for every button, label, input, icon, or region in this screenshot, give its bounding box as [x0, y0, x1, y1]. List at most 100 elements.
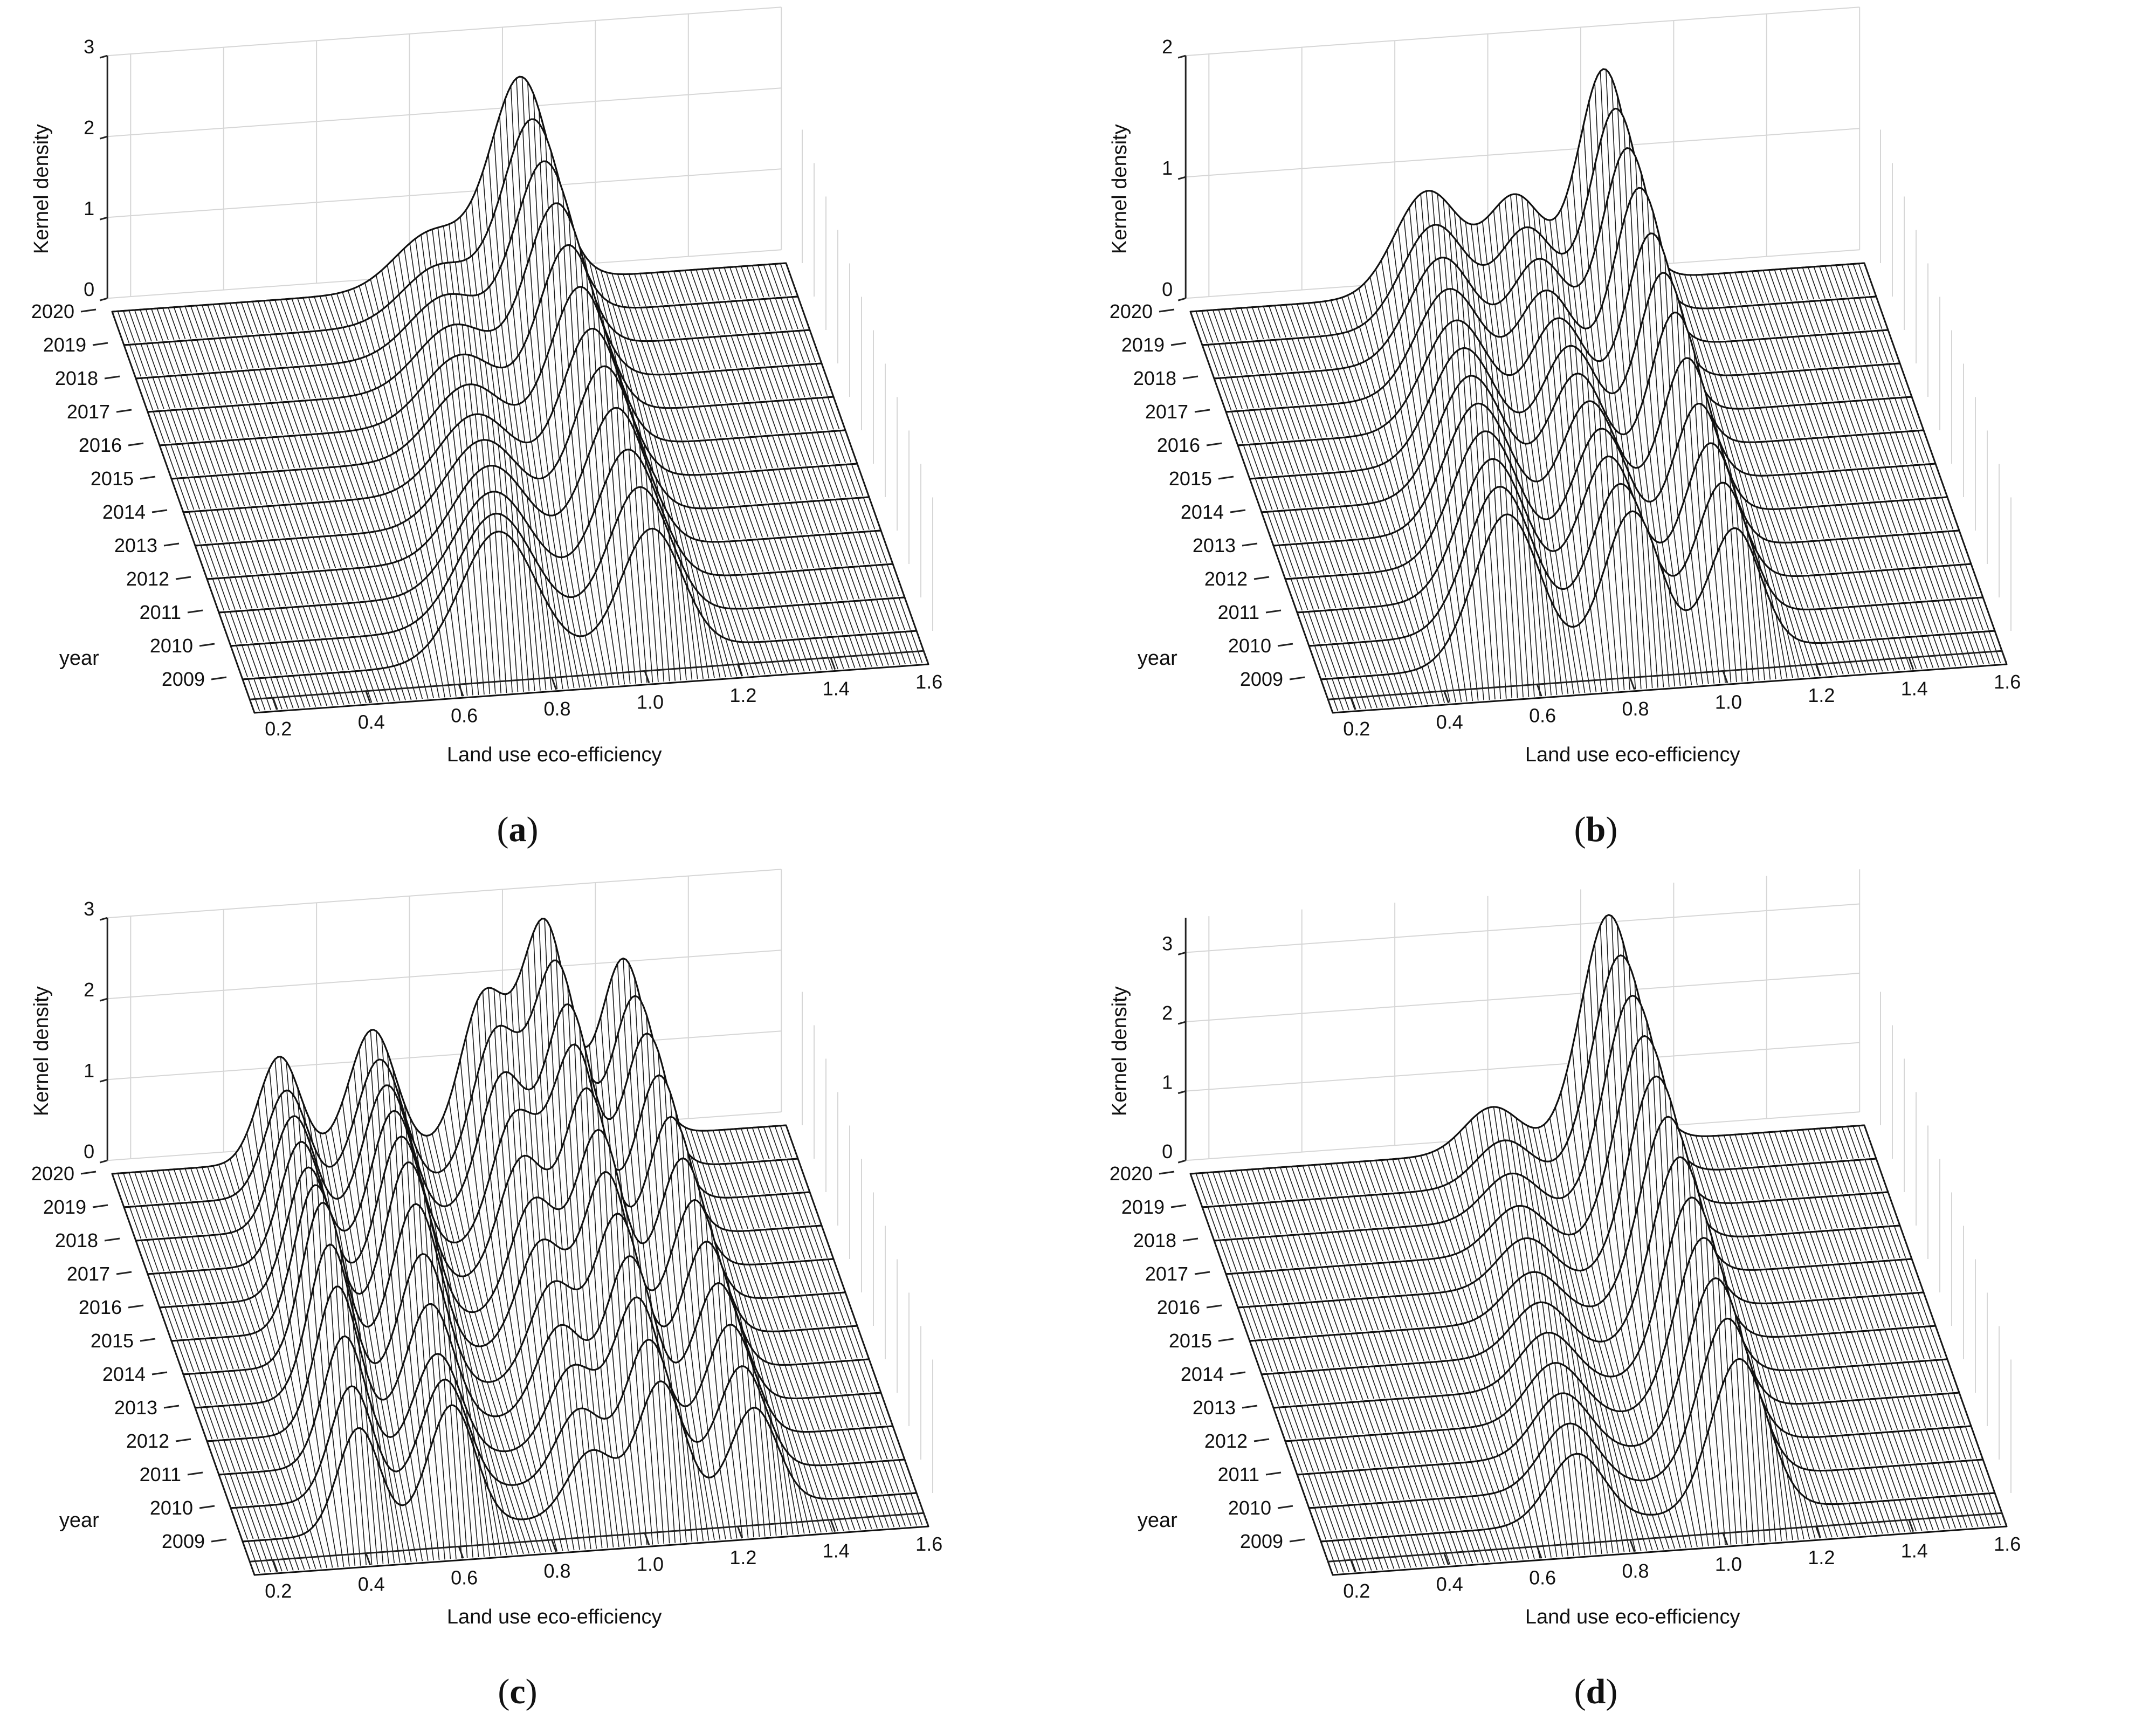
- z-tick: [100, 999, 107, 1001]
- year-label: 2018: [55, 1229, 98, 1251]
- year-label: 2012: [1204, 568, 1248, 590]
- grid-hline: [107, 950, 781, 999]
- grid-hline: [1186, 1043, 1859, 1091]
- x-tick-label: 0.6: [451, 704, 478, 726]
- year-label: 2014: [1181, 501, 1224, 523]
- year-label: 2020: [1110, 300, 1153, 322]
- year-label: 2010: [1228, 635, 1271, 657]
- year-tick: [1254, 577, 1269, 579]
- grid-hline: [107, 869, 781, 918]
- year-tick: [1195, 410, 1210, 412]
- z-tick-label: 2: [1162, 36, 1173, 58]
- x-axis-title: Land use eco-efficiency: [447, 744, 662, 766]
- z-tick-label: 2: [84, 979, 94, 1001]
- year-label: 2016: [79, 434, 122, 456]
- year-tick: [128, 1305, 143, 1308]
- x-tick-label: 1.6: [1994, 671, 2021, 693]
- z-axis-title: Kernel density: [1108, 986, 1131, 1116]
- year-label: 2016: [79, 1296, 122, 1318]
- x-tick-label: 0.6: [1529, 704, 1556, 726]
- z-tick-label: 3: [84, 36, 94, 58]
- year-tick: [152, 510, 167, 512]
- z-tick: [100, 918, 107, 920]
- year-label: 2013: [114, 1396, 157, 1419]
- z-tick: [100, 136, 107, 139]
- z-tick-label: 0: [1162, 1140, 1173, 1162]
- year-tick: [211, 677, 226, 679]
- year-label: 2012: [126, 1430, 169, 1452]
- year-label: 2017: [67, 401, 110, 423]
- year-tick: [199, 1506, 215, 1508]
- year-tick: [1230, 510, 1245, 512]
- year-tick: [1171, 343, 1186, 345]
- x-tick-label: 1.0: [1715, 691, 1742, 713]
- year-label: 2020: [31, 300, 74, 322]
- z-tick: [1178, 56, 1186, 58]
- year-tick: [176, 1439, 191, 1441]
- year-tick: [81, 309, 96, 312]
- z-tick-label: 1: [84, 1059, 94, 1082]
- z-tick-label: 3: [84, 898, 94, 920]
- year-tick: [1266, 610, 1281, 613]
- z-tick: [100, 298, 107, 300]
- ridges-d: [1190, 915, 2007, 1575]
- year-label: 2013: [114, 534, 157, 556]
- z-tick: [1178, 177, 1186, 179]
- year-label: 2018: [55, 367, 98, 389]
- z-tick: [100, 217, 107, 219]
- z-tick: [1178, 298, 1186, 300]
- x-tick-label: 0.8: [544, 1560, 571, 1582]
- z-tick-label: 0: [84, 1140, 94, 1162]
- year-label: 2011: [140, 601, 181, 623]
- year-label: 2015: [91, 1330, 134, 1352]
- z-tick: [100, 56, 107, 58]
- year-label: 2014: [102, 1363, 146, 1385]
- grid-hline: [107, 88, 781, 136]
- panel-label: (a): [497, 810, 539, 849]
- z-tick: [1178, 1022, 1186, 1024]
- x-tick-label: 1.2: [1808, 684, 1835, 706]
- z-tick: [1178, 1091, 1186, 1093]
- x-tick-label: 0.4: [358, 1573, 385, 1595]
- year-tick: [1242, 543, 1257, 546]
- year-tick: [105, 1239, 120, 1241]
- z-axis-title: Kernel density: [1108, 124, 1131, 254]
- year-label: 2020: [31, 1162, 74, 1185]
- year-tick: [152, 1372, 167, 1374]
- x-tick-label: 1.4: [1901, 678, 1928, 700]
- year-label: 2009: [1240, 668, 1283, 690]
- year-tick: [211, 1539, 226, 1542]
- year-tick: [1159, 309, 1174, 312]
- year-label: 2010: [150, 635, 193, 657]
- grid-hline: [107, 1031, 781, 1079]
- panel-label: (b): [1574, 810, 1618, 849]
- x-axis-title: Land use eco-efficiency: [1525, 744, 1740, 766]
- year-label: 2009: [162, 668, 205, 690]
- grid-hline: [1186, 973, 1859, 1022]
- year-label: 2017: [67, 1263, 110, 1285]
- year-label: 2019: [1121, 334, 1165, 356]
- x-tick-label: 0.2: [1343, 718, 1370, 740]
- year-label: 2014: [102, 501, 146, 523]
- x-tick-label: 1.0: [637, 691, 664, 713]
- z-tick: [1178, 952, 1186, 954]
- x-tick-label: 1.2: [729, 1546, 756, 1568]
- year-label: 2019: [43, 334, 86, 356]
- year-tick: [140, 477, 155, 479]
- z-tick-label: 1: [84, 197, 94, 219]
- y-axis-title: year: [59, 647, 99, 670]
- x-tick-label: 1.6: [915, 1533, 942, 1555]
- z-tick-label: 0: [84, 278, 94, 300]
- ridges-c: [112, 919, 928, 1575]
- x-tick-label: 0.8: [1622, 698, 1649, 720]
- year-tick: [116, 1272, 132, 1274]
- year-tick: [164, 1406, 179, 1408]
- year-label: 2013: [1193, 534, 1236, 556]
- year-tick: [105, 376, 120, 379]
